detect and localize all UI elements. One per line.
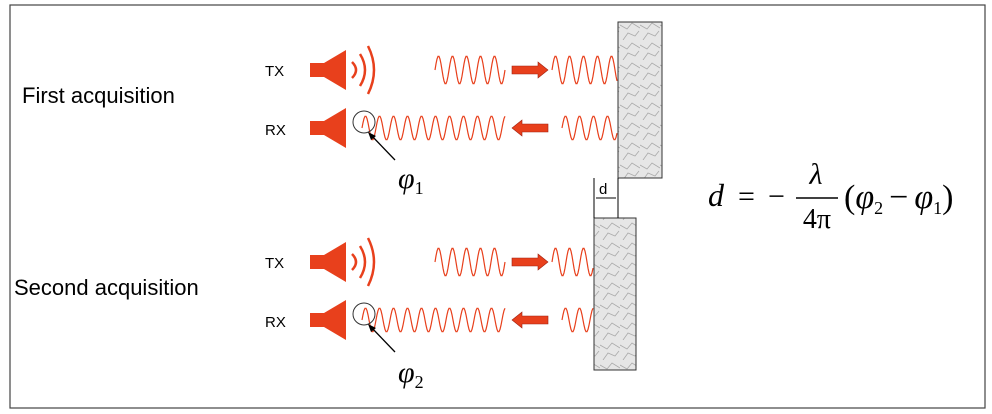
formula: d = − λ 4π (φ2− φ1) [708, 158, 953, 235]
sound-arc [351, 61, 358, 79]
pointer-head [368, 132, 376, 140]
formula-minus: − [768, 180, 785, 213]
sound-arc [366, 237, 376, 287]
row-title: Second acquisition [14, 275, 199, 300]
phase-circle [352, 302, 376, 326]
wall [593, 217, 637, 371]
displacement-label: d [599, 181, 607, 198]
formula-denominator: 4π [803, 204, 831, 235]
formula-numerator: λ [809, 158, 823, 191]
sound-arc [366, 45, 376, 95]
wave [361, 307, 506, 333]
arrow [511, 253, 549, 271]
formula-expression: (φ2− φ1) [844, 179, 953, 218]
wave [434, 55, 506, 85]
arrow [511, 119, 549, 137]
wave [361, 115, 506, 141]
speaker [310, 300, 346, 340]
frame [9, 4, 986, 409]
wave [551, 55, 618, 85]
wave [434, 247, 506, 277]
speaker [310, 108, 346, 148]
arrow [511, 61, 549, 79]
speaker [310, 50, 346, 90]
arrow [511, 311, 549, 329]
rx-label: RX [265, 122, 286, 139]
tx-label: TX [265, 255, 284, 272]
wave [561, 115, 618, 141]
pointer [369, 325, 396, 353]
pointer [369, 133, 396, 161]
rx-label: RX [265, 314, 286, 331]
wall [617, 21, 663, 179]
formula-lhs: d [708, 177, 725, 213]
wave [561, 307, 594, 333]
sound-arc [358, 245, 367, 279]
tx-label: TX [265, 63, 284, 80]
wave [551, 247, 594, 277]
sound-arc [358, 53, 367, 87]
pointer-head [368, 324, 376, 332]
phase-circle [352, 110, 376, 134]
sound-arc [351, 253, 358, 271]
row-title: First acquisition [22, 83, 175, 108]
layout [310, 21, 663, 371]
phase-label: φ1 [398, 162, 424, 198]
phase-label: φ2 [398, 356, 424, 392]
speaker [310, 242, 346, 282]
formula-equals: = [738, 180, 755, 213]
